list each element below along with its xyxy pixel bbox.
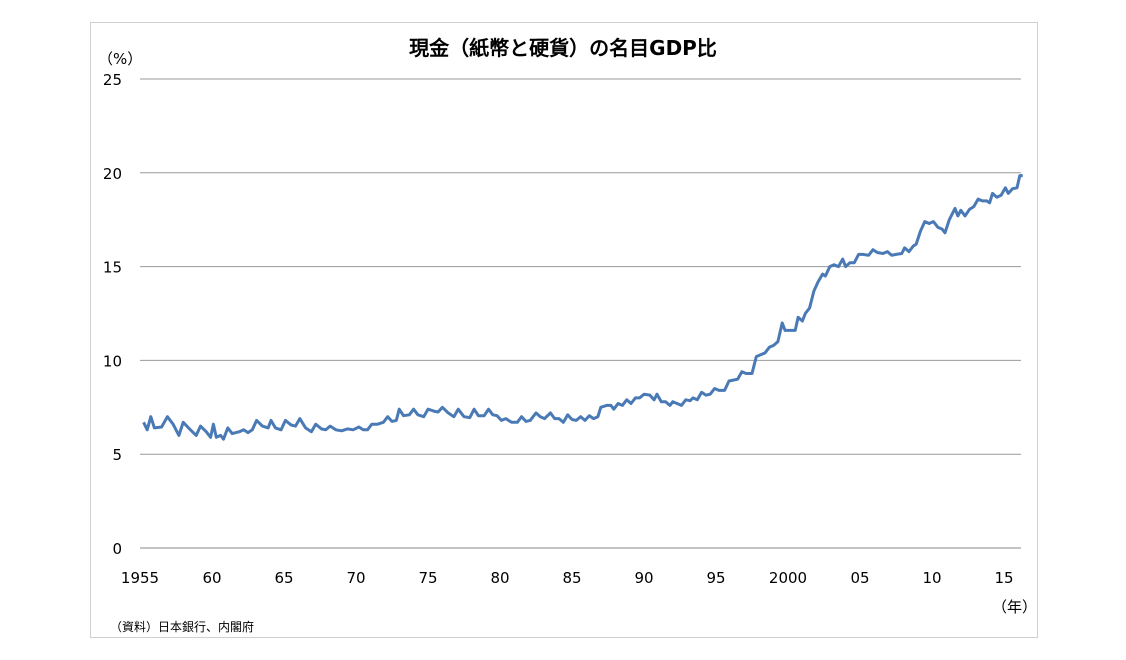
y-axis-unit: （%） — [98, 50, 142, 68]
y-tick-label: 25 — [103, 71, 122, 89]
x-axis-unit: （年） — [992, 598, 1037, 616]
y-tick-label: 10 — [103, 352, 122, 370]
x-tick-label: 1955 — [121, 569, 159, 587]
y-tick-label: 5 — [112, 446, 122, 464]
x-tick-label: 85 — [562, 569, 581, 587]
source-note: （資料）日本銀行、内閣府 — [110, 619, 254, 634]
y-tick-label: 15 — [103, 259, 122, 277]
x-tick-label: 75 — [418, 569, 437, 587]
y-tick-label: 0 — [112, 540, 122, 558]
chart-frame — [90, 22, 1038, 638]
x-tick-label: 05 — [850, 569, 869, 587]
x-tick-label: 60 — [202, 569, 221, 587]
x-tick-label: 90 — [634, 569, 653, 587]
series-line — [142, 174, 1023, 441]
x-tick-label: 2000 — [769, 569, 807, 587]
y-tick-label: 20 — [103, 165, 122, 183]
x-tick-label: 15 — [994, 569, 1013, 587]
x-tick-label: 65 — [274, 569, 293, 587]
x-tick-label: 10 — [922, 569, 941, 587]
chart-title: 現金（紙幣と硬貨）の名目GDP比 — [409, 36, 717, 60]
x-tick-label: 95 — [706, 569, 725, 587]
x-tick-label: 80 — [490, 569, 509, 587]
x-tick-label: 70 — [346, 569, 365, 587]
